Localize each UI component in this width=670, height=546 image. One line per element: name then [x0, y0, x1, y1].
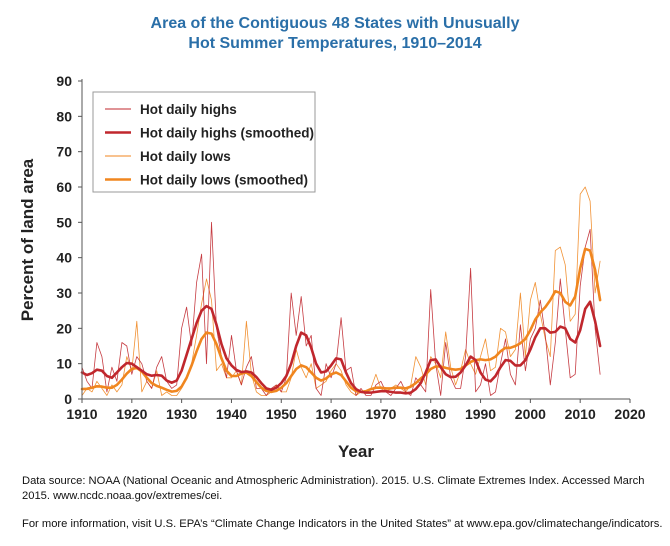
y-tick-label: 70 [56, 144, 72, 160]
series-line-3 [81, 186, 601, 396]
series-line-2 [80, 300, 602, 395]
x-tick-label: 2010 [565, 406, 596, 422]
y-tick-label: 50 [56, 214, 72, 230]
legend: Hot daily highs Hot daily highs (smoothed… [92, 91, 316, 193]
y-tick-label: 20 [56, 320, 72, 336]
series-line-1 [81, 221, 601, 396]
legend-label-1: Hot daily highs [140, 102, 237, 117]
y-tick-label: 10 [56, 356, 72, 372]
y-tick-label: 80 [56, 108, 72, 124]
x-tick-label: 1920 [116, 406, 147, 422]
axes: 0 10 20 30 40 50 60 70 80 90 1910 1920 1930 1940 1950 1… [18, 73, 646, 461]
x-tick-label: 2000 [515, 406, 546, 422]
y-tick-label: 30 [56, 285, 72, 301]
plot-lines [80, 186, 602, 396]
x-tick-label: 1910 [66, 406, 97, 422]
more-info-note: For more information, visit U.S. EPA’s “… [22, 518, 663, 530]
y-tick-label: 40 [56, 250, 72, 266]
x-tick-label: 1940 [216, 406, 247, 422]
data-source-note: Data source: NOAA (National Oceanic and … [22, 475, 645, 502]
x-tick-label: 1960 [316, 406, 347, 422]
y-tick-label: 60 [56, 179, 72, 195]
y-axis-label: Percent of land area [18, 158, 37, 321]
x-tick-label: 1950 [266, 406, 297, 422]
line-chart: 0 10 20 30 40 50 60 70 80 90 1910 1920 1930 1940 1950 1… [18, 73, 646, 461]
x-tick-label: 1990 [465, 406, 496, 422]
legend-label-3: Hot daily lows [140, 149, 231, 164]
chart-title-line-1: Area of the Contiguous 48 States with Un… [150, 15, 520, 32]
x-tick-label: 1980 [415, 406, 446, 422]
y-tick-label: 0 [64, 391, 72, 407]
y-tick-label: 90 [56, 73, 72, 89]
x-tick-label: 1930 [166, 406, 197, 422]
x-axis-label: Year [338, 442, 374, 461]
chart-title: Area of the Contiguous 48 States with Un… [0, 14, 670, 54]
series-line-4 [80, 247, 602, 394]
legend-label-2: Hot daily highs (smoothed) [140, 126, 314, 141]
chart-title-line-2: Hot Summer Temperatures, 1910–2014 [188, 35, 482, 52]
x-tick-label: 2020 [614, 406, 645, 422]
legend-label-4: Hot daily lows (smoothed) [140, 173, 308, 188]
x-tick-label: 1970 [365, 406, 396, 422]
